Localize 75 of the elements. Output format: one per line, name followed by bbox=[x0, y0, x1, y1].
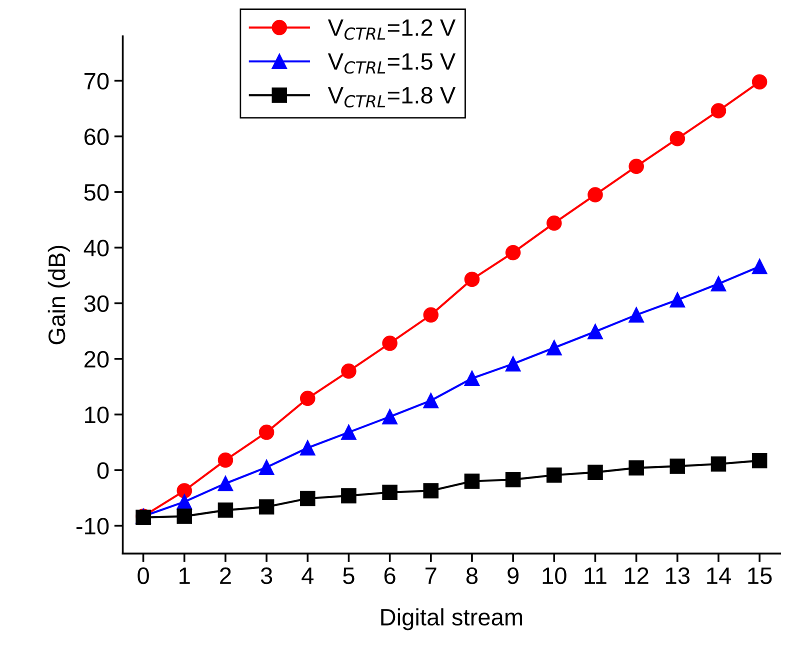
y-tick-label: 50 bbox=[84, 184, 109, 201]
x-tick-label: 13 bbox=[666, 567, 690, 584]
y-tick-label: 30 bbox=[84, 295, 109, 312]
x-tick-label: 1 bbox=[180, 568, 190, 584]
x-tick-label: 4 bbox=[302, 568, 314, 584]
point bbox=[628, 158, 644, 174]
point bbox=[588, 187, 603, 202]
legend-label: V$_{CTRL}$=1.5 V bbox=[328, 53, 456, 74]
x-tick-label: 5 bbox=[343, 568, 354, 584]
point bbox=[218, 452, 234, 468]
point bbox=[546, 340, 562, 356]
legend-label: V$_{CTRL}$=1.2 V bbox=[328, 19, 456, 40]
point bbox=[546, 216, 562, 231]
point bbox=[382, 336, 398, 351]
point bbox=[546, 467, 562, 483]
x-tick-label: 2 bbox=[220, 567, 231, 584]
point bbox=[464, 474, 480, 489]
y-tick-label: 20 bbox=[84, 350, 109, 368]
x-axis-title: Digital stream bbox=[381, 608, 522, 630]
point bbox=[258, 499, 274, 514]
y-tick-label: 0 bbox=[97, 462, 109, 479]
point bbox=[176, 508, 192, 524]
x-tick-label: 14 bbox=[707, 568, 731, 584]
point bbox=[300, 390, 316, 406]
x-tick-label: 6 bbox=[384, 567, 396, 584]
x-tick-label: 15 bbox=[748, 568, 772, 584]
x-tick-label: 10 bbox=[542, 567, 566, 584]
point bbox=[710, 103, 726, 118]
point bbox=[670, 458, 686, 474]
point bbox=[464, 370, 480, 386]
y-tick-label: 60 bbox=[84, 128, 109, 146]
point bbox=[670, 130, 686, 146]
point bbox=[505, 472, 521, 488]
x-tick-label: 12 bbox=[624, 567, 648, 584]
x-tick-label: 9 bbox=[508, 567, 519, 584]
point bbox=[423, 483, 439, 498]
point bbox=[218, 502, 234, 518]
point bbox=[341, 363, 356, 379]
point bbox=[176, 483, 192, 498]
x-tick-label: 3 bbox=[260, 567, 272, 584]
x-tick-label: 7 bbox=[426, 568, 436, 584]
point bbox=[341, 424, 356, 440]
point bbox=[588, 324, 603, 340]
point bbox=[752, 74, 768, 90]
point bbox=[588, 464, 603, 480]
point bbox=[258, 424, 274, 440]
point bbox=[670, 292, 686, 308]
x-tick-label: 0 bbox=[138, 567, 149, 584]
point bbox=[710, 456, 726, 472]
x-tick-label: 11 bbox=[584, 568, 606, 584]
point bbox=[752, 258, 768, 274]
point bbox=[505, 244, 521, 260]
point bbox=[710, 276, 726, 292]
point bbox=[628, 307, 644, 323]
point bbox=[423, 307, 439, 323]
y-tick-label: 40 bbox=[84, 240, 109, 256]
point bbox=[628, 460, 644, 476]
legend-label: V$_{CTRL}$=1.8 V bbox=[328, 86, 456, 108]
point bbox=[176, 494, 192, 510]
point bbox=[382, 484, 398, 500]
y-tick-label: 70 bbox=[84, 72, 109, 90]
point bbox=[423, 392, 439, 408]
x-tick-label: 8 bbox=[466, 567, 478, 584]
y-tick-label: 10 bbox=[85, 406, 109, 424]
point bbox=[382, 409, 398, 424]
y-axis-title: Gain (dB) bbox=[48, 246, 70, 344]
point bbox=[258, 460, 274, 475]
point bbox=[752, 453, 768, 468]
point bbox=[505, 356, 521, 372]
point bbox=[341, 488, 356, 504]
point bbox=[464, 272, 480, 287]
point bbox=[300, 440, 316, 456]
point bbox=[218, 476, 234, 492]
point bbox=[300, 490, 316, 506]
y-tick-label: -10 bbox=[76, 518, 109, 535]
